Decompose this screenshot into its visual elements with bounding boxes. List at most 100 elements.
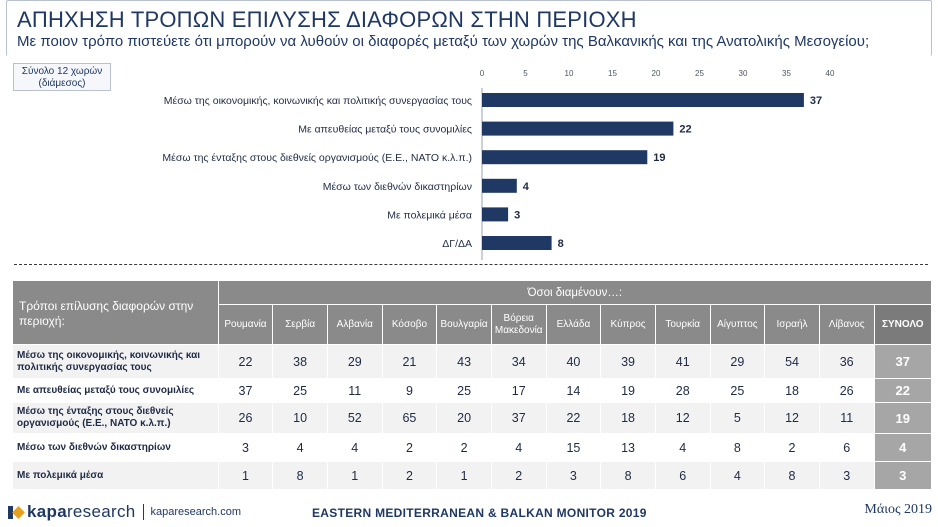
column-header-country: Λίβανος (818, 304, 875, 345)
header-frame: ΑΠΗΧΗΣΗ ΤΡΟΠΩΝ ΕΠΙΛΥΣΗΣ ΔΙΑΦΟΡΩΝ ΣΤΗΝ ΠΕ… (6, 0, 932, 56)
table-cell-total: 22 (873, 378, 933, 403)
table-cell: 18 (764, 378, 820, 403)
table-cell: 65 (381, 402, 438, 434)
table-cell: 39 (600, 344, 656, 379)
column-header-total: ΣΥΝΟΛΟ (873, 304, 933, 345)
table-cell: 36 (818, 344, 875, 379)
table-cell: 52 (326, 402, 383, 434)
category-label: Μέσω της ένταξης στους διεθνείς οργανισμ… (162, 152, 472, 164)
base-note: Σύνολο 12 χωρών (διάμεσος) (13, 63, 111, 91)
table-cell: 25 (709, 378, 766, 403)
category-label: Με πολεμικά μέσα (387, 209, 472, 221)
bar-value-label: 8 (558, 238, 564, 250)
column-header-country: Ρουμανία (217, 304, 274, 345)
table-cell: 13 (600, 433, 656, 462)
row-label: Με απευθείας μεταξύ τους συνομιλίες (12, 378, 219, 403)
bar (482, 150, 648, 165)
x-tick-label: 5 (523, 69, 528, 78)
table-cell: 34 (490, 344, 547, 379)
table-cell: 10 (272, 402, 328, 434)
bar-value-label: 4 (523, 181, 530, 193)
table-country-header-row: Ρουμανία Σερβία Αλβανία Κόσοβο Βουλγαρία Βόρε… (13, 304, 933, 345)
column-header-country: Κόσοβο (381, 304, 438, 345)
table-cell: 2 (381, 461, 438, 490)
base-note-line2: (διάμεσος) (38, 78, 86, 89)
column-header-country: Αλβανία (326, 304, 383, 345)
table-cell: 4 (326, 433, 383, 462)
table-cell: 5 (709, 402, 766, 434)
table-cell: 4 (709, 461, 766, 490)
table-cell: 14 (545, 378, 602, 403)
table-cell: 20 (436, 402, 492, 434)
table-cell-total: 19 (873, 402, 933, 434)
table-cell: 8 (272, 461, 328, 490)
x-tick-label: 20 (652, 69, 661, 78)
table-cell-total: 4 (873, 433, 933, 462)
table-cell: 22 (545, 402, 602, 434)
monitor-title: EASTERN MEDITERRANEAN & BALKAN MONITOR 2… (312, 506, 647, 520)
table-cell: 43 (436, 344, 492, 379)
column-header-country: Βόρεια Μακεδονία (490, 304, 547, 345)
base-note-line1: Σύνολο 12 χωρών (21, 66, 103, 77)
table-cell: 12 (764, 402, 820, 434)
table-cell: 9 (381, 378, 438, 403)
table-cell: 26 (818, 378, 875, 403)
bar (482, 121, 674, 136)
brand-url: kaparesearch.com (150, 506, 242, 518)
row-label: Μέσω της οικονομικής, κοινωνικής και πολ… (12, 344, 219, 379)
table-cell: 4 (490, 433, 547, 462)
table-cell: 2 (436, 433, 492, 462)
table-cell: 17 (490, 378, 547, 403)
bar-value-label: 3 (514, 209, 520, 221)
table-cell: 8 (709, 433, 766, 462)
table-row: Με πολεμικά μέσα 1 8 1 2 1 2 3 8 6 4 8 3 3 (12, 461, 933, 490)
bar (482, 236, 552, 250)
column-header-country: Ισραήλ (764, 304, 820, 345)
table-cell: 21 (381, 344, 438, 379)
table-cell: 4 (272, 433, 328, 462)
table-cell: 3 (545, 461, 602, 490)
category-label: Μέσω των διεθνών δικαστηρίων (323, 181, 472, 193)
table-cell: 25 (272, 378, 328, 403)
table-cell: 8 (600, 461, 656, 490)
table-cell: 2 (490, 461, 547, 490)
table-cell: 1 (326, 461, 383, 490)
results-table: Τρόποι επίλυσης διαφορών στην περιοχή: Ό… (12, 280, 933, 490)
column-header-country: Κύπρος (600, 304, 656, 345)
table-cell: 3 (818, 461, 875, 490)
table-cell-total: 3 (873, 461, 933, 490)
column-header-country: Αίγυπτος (709, 304, 766, 345)
table-cell: 6 (818, 433, 875, 462)
table-cell: 22 (217, 344, 274, 379)
kapa-logo-icon (8, 504, 24, 520)
table-cell: 37 (490, 402, 547, 434)
table-cell: 38 (272, 344, 328, 379)
table-cell: 4 (654, 433, 711, 462)
logo-separator (142, 504, 144, 520)
brand-logo: kaparesearch kaparesearch.com (8, 502, 241, 522)
table-cell: 2 (764, 433, 820, 462)
table-cell: 40 (545, 344, 602, 379)
table-cell: 11 (818, 402, 875, 434)
x-tick-label: 10 (565, 69, 574, 78)
column-header-country: Ελλάδα (545, 304, 602, 345)
table-row: Μέσω της οικονομικής, κοινωνικής και πολ… (12, 344, 933, 379)
table-cell: 54 (764, 344, 820, 379)
x-tick-label: 30 (739, 69, 748, 78)
table-cell: 8 (764, 461, 820, 490)
category-label: Μέσω της οικονομικής, κοινωνικής και πολ… (164, 95, 472, 107)
bar-chart: 0 5 10 15 20 25 30 35 40 Μέσω της οικονομικής, κο… (162, 69, 835, 260)
bar (482, 178, 517, 193)
page-subtitle: Με ποιον τρόπο πιστεύετε ότι μπορούν να … (17, 33, 870, 50)
x-tick-label: 15 (608, 69, 617, 78)
table-cell: 29 (326, 344, 383, 379)
table-cell: 26 (217, 402, 274, 434)
category-label: ΔΓ/ΔΑ (442, 238, 472, 250)
table-row: Μέσω των διεθνών δικαστηρίων 3 4 4 2 2 4 15 13 4 8… (12, 433, 933, 462)
row-label: Μέσω της ένταξης στους διεθνείς οργανισμ… (12, 402, 219, 434)
category-label: Με απευθείας μεταξύ τους συνομιλίες (298, 124, 472, 136)
x-tick-label: 0 (480, 69, 485, 78)
table-cell: 15 (545, 433, 602, 462)
section-divider (14, 264, 928, 265)
table-row: Μέσω της ένταξης στους διεθνείς οργανισμ… (12, 402, 933, 434)
